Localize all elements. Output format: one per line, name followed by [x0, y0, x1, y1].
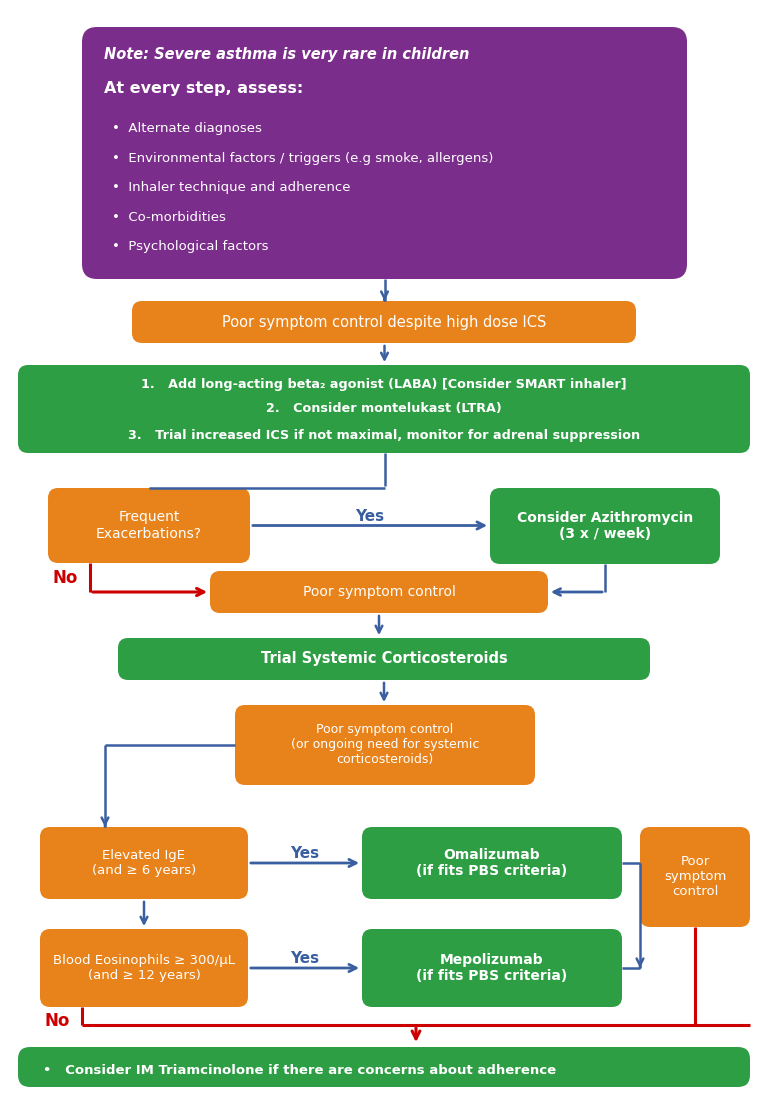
FancyBboxPatch shape	[235, 705, 535, 785]
Text: 2.   Consider montelukast (LTRA): 2. Consider montelukast (LTRA)	[266, 403, 502, 416]
Text: •  Inhaler technique and adherence: • Inhaler technique and adherence	[112, 182, 350, 194]
Text: Omalizumab
(if fits PBS criteria): Omalizumab (if fits PBS criteria)	[416, 848, 568, 878]
Text: Trial Systemic Corticosteroids: Trial Systemic Corticosteroids	[260, 651, 508, 667]
Text: Frequent
Exacerbations?: Frequent Exacerbations?	[96, 510, 202, 540]
Text: •  Environmental factors / triggers (e.g smoke, allergens): • Environmental factors / triggers (e.g …	[112, 152, 493, 165]
Text: •  Psychological factors: • Psychological factors	[112, 241, 269, 254]
FancyBboxPatch shape	[40, 929, 248, 1007]
Text: 3.   Trial increased ICS if not maximal, monitor for adrenal suppression: 3. Trial increased ICS if not maximal, m…	[128, 429, 640, 441]
Text: Yes: Yes	[290, 846, 319, 862]
Text: At every step, assess:: At every step, assess:	[104, 81, 303, 96]
Text: •  Alternate diagnoses: • Alternate diagnoses	[112, 122, 262, 135]
FancyBboxPatch shape	[132, 301, 636, 343]
Text: No: No	[45, 1013, 71, 1030]
Text: Elevated IgE
(and ≥ 6 years): Elevated IgE (and ≥ 6 years)	[92, 849, 196, 877]
FancyBboxPatch shape	[18, 1047, 750, 1087]
Text: •  Co-morbidities: • Co-morbidities	[112, 211, 226, 224]
Text: Mepolizumab
(if fits PBS criteria): Mepolizumab (if fits PBS criteria)	[416, 953, 568, 983]
Text: Poor symptom control
(or ongoing need for systemic
corticosteroids): Poor symptom control (or ongoing need fo…	[291, 723, 479, 766]
Text: No: No	[53, 569, 78, 587]
FancyBboxPatch shape	[362, 827, 622, 899]
Text: Blood Eosinophils ≥ 300/μL
(and ≥ 12 years): Blood Eosinophils ≥ 300/μL (and ≥ 12 yea…	[53, 954, 235, 981]
FancyBboxPatch shape	[362, 929, 622, 1007]
FancyBboxPatch shape	[118, 638, 650, 680]
Text: •   Consider IM Triamcinolone if there are concerns about adherence: • Consider IM Triamcinolone if there are…	[43, 1065, 556, 1078]
Text: 1.   Add long-acting beta₂ agonist (LABA) [Consider SMART inhaler]: 1. Add long-acting beta₂ agonist (LABA) …	[141, 378, 627, 390]
Text: Poor
symptom
control: Poor symptom control	[664, 855, 727, 898]
Text: Poor symptom control despite high dose ICS: Poor symptom control despite high dose I…	[222, 315, 546, 329]
FancyBboxPatch shape	[82, 27, 687, 279]
FancyBboxPatch shape	[48, 488, 250, 563]
Text: Poor symptom control: Poor symptom control	[303, 586, 455, 599]
Text: Note: Severe asthma is very rare in children: Note: Severe asthma is very rare in chil…	[104, 48, 469, 62]
Text: Yes: Yes	[290, 952, 319, 967]
FancyBboxPatch shape	[40, 827, 248, 899]
Text: •   Consider:: • Consider:	[43, 1095, 137, 1108]
FancyBboxPatch shape	[640, 827, 750, 927]
FancyBboxPatch shape	[18, 365, 750, 452]
FancyBboxPatch shape	[490, 488, 720, 564]
Text: Yes: Yes	[356, 509, 385, 523]
Text: Consider Azithromycin
(3 x / week): Consider Azithromycin (3 x / week)	[517, 511, 694, 541]
FancyBboxPatch shape	[210, 571, 548, 613]
